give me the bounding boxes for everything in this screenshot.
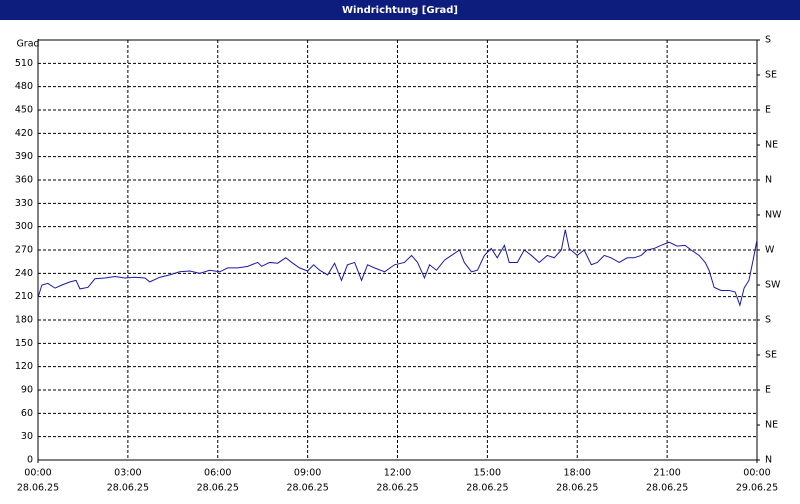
y-tick-label: 240 [15, 268, 33, 279]
y2-tick-label: S [765, 35, 771, 46]
data-line [37, 229, 758, 307]
y-tick-label: 180 [15, 315, 33, 326]
y2-tick-label: NE [765, 140, 778, 151]
x-tick-date: 28.06.25 [466, 483, 508, 494]
y2-tick-label: N [765, 455, 772, 466]
y-tick-label: 450 [15, 105, 33, 116]
y-tick-label: 120 [15, 361, 33, 372]
x-tick-label: 06:00 [204, 468, 231, 479]
y-axis-label: Grad [16, 39, 39, 50]
y2-tick-label: E [765, 385, 771, 396]
y2-tick-label: W [765, 245, 775, 256]
y-tick-label: 420 [15, 128, 33, 139]
x-tick-date: 28.06.25 [556, 483, 598, 494]
y-tick-label: 30 [21, 431, 33, 442]
x-tick-label: 15:00 [474, 468, 501, 479]
y-tick-label: 270 [15, 245, 33, 256]
y2-tick-label: SE [765, 70, 777, 81]
y-tick-label: 300 [15, 221, 33, 232]
x-tick-date: 28.06.25 [197, 483, 239, 494]
x-tick-label: 21:00 [653, 468, 680, 479]
chart-title: Windrichtung [Grad] [342, 5, 458, 16]
x-tick-label: 18:00 [564, 468, 591, 479]
x-tick-label: 03:00 [114, 468, 141, 479]
x-tick-label: 00:00 [743, 468, 770, 479]
y-tick-label: 210 [15, 291, 33, 302]
x-tick-label: 12:00 [384, 468, 411, 479]
y2-tick-label: E [765, 105, 771, 116]
x-tick-date: 28.06.25 [286, 483, 328, 494]
y-tick-label: 360 [15, 175, 33, 186]
y2-tick-label: S [765, 315, 771, 326]
title-bar [0, 0, 800, 20]
y-tick-label: 330 [15, 198, 33, 209]
y-tick-label: 510 [15, 58, 33, 69]
y2-tick-label: SE [765, 350, 777, 361]
y-tick-label: 390 [15, 151, 33, 162]
x-tick-date: 28.06.25 [17, 483, 59, 494]
y2-tick-label: NE [765, 420, 778, 431]
y2-tick-label: SW [765, 280, 781, 291]
y-tick-label: 150 [15, 338, 33, 349]
x-tick-date: 28.06.25 [646, 483, 688, 494]
x-tick-date: 28.06.25 [107, 483, 149, 494]
y2-tick-label: NW [765, 210, 782, 221]
y-tick-label: 0 [27, 455, 33, 466]
x-tick-label: 09:00 [294, 468, 321, 479]
y-tick-label: 480 [15, 81, 33, 92]
x-tick-date: 29.06.25 [736, 483, 778, 494]
y2-tick-label: N [765, 175, 772, 186]
y-tick-label: 90 [21, 385, 33, 396]
x-tick-label: 00:00 [24, 468, 51, 479]
y-tick-label: 60 [21, 408, 33, 419]
x-tick-date: 28.06.25 [376, 483, 418, 494]
